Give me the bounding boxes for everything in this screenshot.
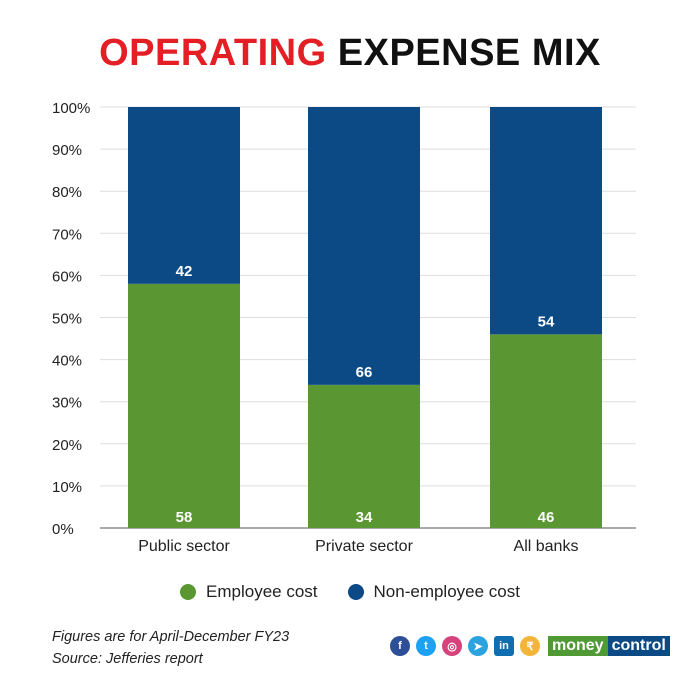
legend-swatch-non-employee (347, 584, 364, 600)
y-tick-label: 40% (52, 353, 82, 370)
footer-notes: Figures are for April-December FY23 Sour… (52, 626, 289, 670)
logo-part-control: control (607, 636, 670, 656)
y-tick-label: 60% (52, 268, 82, 285)
x-tick-label: All banks (514, 538, 579, 555)
y-tick-label: 90% (52, 142, 82, 159)
telegram-icon[interactable]: ➤ (468, 636, 488, 656)
legend-non-employee: Non-employee cost (347, 582, 520, 602)
title-highlight: OPERATING (99, 32, 327, 74)
social-links: f t ◎ ➤ in ₹ money control (390, 636, 670, 656)
data-label: 58 (176, 509, 193, 526)
logo-part-money: money (548, 636, 608, 656)
y-tick-label: 30% (52, 395, 82, 412)
bar-employee (128, 283, 240, 528)
y-tick-label: 10% (52, 479, 82, 496)
legend-label: Non-employee cost (373, 582, 520, 601)
bar-non-employee (490, 107, 602, 335)
x-tick-label: Public sector (138, 538, 230, 555)
linkedin-icon[interactable]: in (494, 636, 514, 656)
y-tick-label: 0% (52, 521, 74, 538)
y-tick-label: 70% (52, 226, 82, 243)
legend: Employee cost Non-employee cost (0, 582, 700, 602)
y-tick-label: 80% (52, 184, 82, 201)
footer-source: Source: Jefferies report (52, 651, 203, 667)
y-tick-label: 50% (52, 311, 82, 328)
legend-label: Employee cost (206, 582, 318, 601)
data-label: 42 (176, 263, 193, 280)
x-tick-label: Private sector (315, 538, 413, 555)
footer-note: Figures are for April-December FY23 (52, 629, 290, 645)
bar-non-employee (308, 107, 420, 385)
data-label: 66 (356, 364, 373, 381)
instagram-icon[interactable]: ◎ (442, 636, 462, 656)
bar-employee (490, 334, 602, 528)
bar-employee (308, 384, 420, 528)
chart-title: OPERATING EXPENSE MIX (0, 32, 700, 75)
y-tick-label: 100% (52, 100, 90, 117)
data-label: 54 (538, 313, 555, 330)
title-rest: EXPENSE MIX (337, 32, 601, 74)
data-label: 46 (538, 509, 555, 526)
bar-non-employee (128, 107, 240, 284)
data-label: 34 (356, 509, 373, 526)
legend-swatch-employee (180, 584, 197, 600)
moneycontrol-logo: money control (548, 636, 670, 656)
y-tick-label: 20% (52, 437, 82, 454)
legend-employee: Employee cost (180, 582, 318, 602)
facebook-icon[interactable]: f (390, 636, 410, 656)
moneycontrol-app-icon[interactable]: ₹ (520, 636, 540, 656)
twitter-icon[interactable]: t (416, 636, 436, 656)
